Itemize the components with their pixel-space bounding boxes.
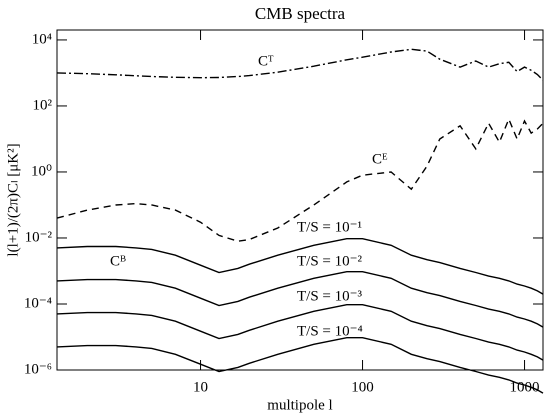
y-tick-label: 10⁴ bbox=[32, 31, 52, 47]
annotation: Cᴮ bbox=[110, 253, 126, 269]
series-line bbox=[56, 238, 544, 295]
series-label: T/S = 10⁻³ bbox=[297, 288, 363, 304]
x-tick-label: 10 bbox=[193, 379, 208, 395]
y-tick-label: 10⁻² bbox=[25, 229, 53, 245]
series-label: Cᵀ bbox=[258, 53, 274, 69]
series-label: T/S = 10⁻⁴ bbox=[297, 323, 363, 339]
y-tick-label: 10⁰ bbox=[31, 163, 52, 179]
series-label: T/S = 10⁻² bbox=[297, 253, 363, 269]
plot-frame bbox=[56, 29, 544, 371]
series-line bbox=[56, 337, 544, 394]
x-axis-label: multipole l bbox=[267, 397, 332, 413]
chart-title: CMB spectra bbox=[255, 4, 346, 23]
series-label: Cᴱ bbox=[372, 151, 388, 167]
y-axis-label: l(l+1)/(2π)Cₗ [μK²] bbox=[5, 143, 21, 256]
series-line bbox=[56, 48, 544, 81]
series-label: T/S = 10⁻¹ bbox=[297, 219, 362, 235]
y-tick-label: 10⁻⁴ bbox=[24, 295, 52, 311]
series-line bbox=[56, 271, 544, 328]
y-tick-label: 10⁻⁶ bbox=[24, 361, 52, 377]
y-tick-label: 10² bbox=[33, 97, 53, 113]
series-line bbox=[56, 117, 544, 242]
series-line bbox=[56, 304, 544, 361]
x-tick-label: 100 bbox=[351, 379, 374, 395]
